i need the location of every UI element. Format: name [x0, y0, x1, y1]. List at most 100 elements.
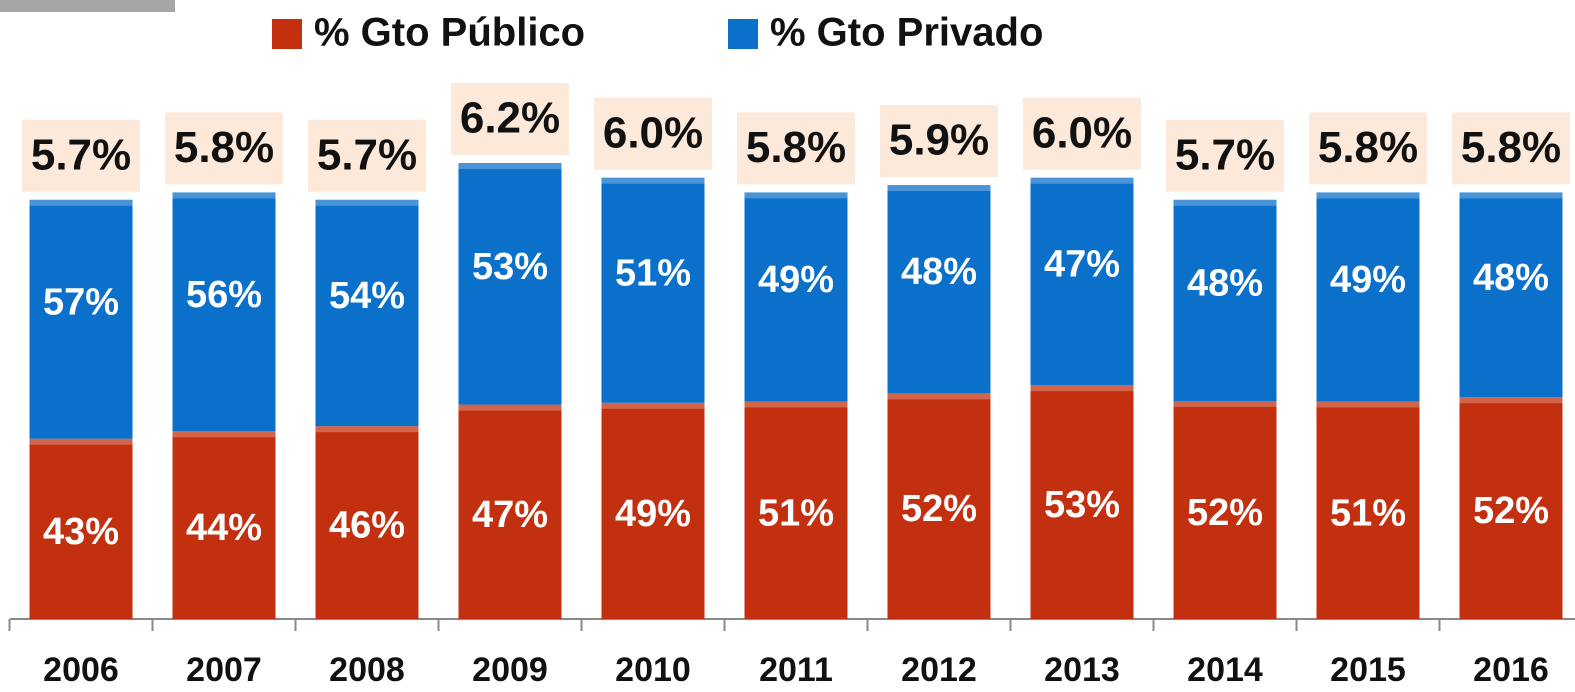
- segment-label: 48%: [901, 251, 977, 293]
- bar-highlight: [601, 177, 705, 184]
- total-label-box: [594, 97, 712, 170]
- bar-highlight: [744, 401, 848, 408]
- bar-segment: [458, 163, 562, 405]
- total-label: 6.2%: [460, 94, 560, 143]
- total-label-box: [1166, 119, 1284, 192]
- segment-label: 51%: [1330, 492, 1406, 534]
- legend-swatch: [272, 19, 302, 49]
- x-tick-label: 2011: [759, 651, 833, 689]
- segment-label: 46%: [329, 505, 405, 547]
- bar-highlight: [1173, 199, 1277, 206]
- segment-label: 49%: [1330, 259, 1406, 301]
- x-tick-label: 2010: [615, 651, 691, 689]
- bar-segment: [315, 426, 419, 619]
- segment-label: 52%: [1473, 490, 1549, 532]
- segment-label: 52%: [901, 488, 977, 530]
- total-label-box: [880, 105, 998, 178]
- bar-segment: [1459, 397, 1563, 619]
- bar-segment: [1459, 192, 1563, 398]
- total-label-box: [165, 112, 283, 185]
- bar-segment: [1316, 401, 1420, 619]
- x-tick-label: 2014: [1187, 651, 1263, 689]
- bar-segment: [458, 404, 562, 619]
- segment-label: 48%: [1187, 262, 1263, 304]
- bar-highlight: [1030, 177, 1134, 184]
- bar-highlight: [172, 431, 276, 438]
- bar-highlight: [1316, 192, 1420, 199]
- bar-highlight: [458, 404, 562, 411]
- bar-segment: [172, 192, 276, 432]
- total-label: 6.0%: [603, 108, 703, 157]
- total-label: 5.8%: [746, 123, 846, 172]
- bar-highlight: [458, 163, 562, 169]
- total-label: 5.7%: [1175, 130, 1275, 179]
- x-tick-label: 2008: [329, 651, 405, 689]
- bar-segment: [601, 177, 705, 403]
- legend-swatch: [728, 19, 758, 49]
- bar-highlight: [1459, 192, 1563, 199]
- x-tick-label: 2015: [1330, 651, 1406, 689]
- segment-label: 51%: [758, 492, 834, 534]
- bar-segment: [1030, 385, 1134, 619]
- total-label: 5.8%: [1318, 123, 1418, 172]
- segment-label: 49%: [758, 259, 834, 301]
- total-label: 5.8%: [174, 123, 274, 172]
- legend-label: % Gto Privado: [770, 11, 1043, 55]
- bar-highlight: [29, 438, 133, 445]
- segment-label: 47%: [1044, 243, 1120, 285]
- x-tick-label: 2009: [472, 651, 548, 689]
- bar-segment: [1173, 401, 1277, 619]
- segment-label: 57%: [43, 281, 119, 323]
- x-tick-label: 2013: [1044, 651, 1120, 689]
- x-tick-label: 2012: [901, 651, 977, 689]
- bar-highlight: [315, 199, 419, 206]
- segment-label: 51%: [615, 252, 691, 294]
- segment-label: 53%: [1044, 484, 1120, 526]
- bar-segment: [1316, 192, 1420, 402]
- bar-highlight: [887, 393, 991, 400]
- bar-highlight: [29, 199, 133, 206]
- segment-label: 43%: [43, 511, 119, 553]
- segment-label: 48%: [1473, 257, 1549, 299]
- bar-highlight: [744, 192, 848, 199]
- x-tick-label: 2007: [186, 651, 262, 689]
- bar-highlight: [315, 426, 419, 433]
- total-label-box: [22, 119, 140, 192]
- segment-label: 49%: [615, 493, 691, 535]
- segment-label: 53%: [472, 246, 548, 288]
- bar-segment: [887, 185, 991, 394]
- decoration: [0, 0, 175, 12]
- bar-highlight: [601, 402, 705, 409]
- segment-label: 54%: [329, 275, 405, 317]
- bar-segment: [744, 401, 848, 619]
- total-label-box: [1023, 97, 1141, 170]
- legend-label: % Gto Público: [314, 11, 585, 55]
- segment-label: 52%: [1187, 492, 1263, 534]
- x-tick-label: 2006: [43, 651, 119, 689]
- segment-label: 56%: [186, 274, 262, 316]
- total-label: 5.9%: [889, 116, 989, 165]
- bar-segment: [29, 438, 133, 619]
- bar-highlight: [1316, 401, 1420, 408]
- bar-segment: [1030, 177, 1134, 386]
- total-label-box: [308, 119, 426, 192]
- segment-label: 47%: [472, 494, 548, 536]
- bar-segment: [744, 192, 848, 402]
- bar-highlight: [1459, 397, 1563, 404]
- bar-segment: [315, 199, 419, 427]
- segment-label: 44%: [186, 507, 262, 549]
- bar-highlight: [887, 185, 991, 192]
- total-label: 5.8%: [1461, 123, 1561, 172]
- bar-highlight: [172, 192, 276, 199]
- total-label-box: [1309, 112, 1427, 185]
- bar-highlight: [1030, 385, 1134, 392]
- total-label: 5.7%: [317, 130, 417, 179]
- bar-highlight: [1173, 401, 1277, 408]
- x-tick-label: 2016: [1473, 651, 1549, 689]
- bar-segment: [172, 431, 276, 619]
- total-label: 6.0%: [1032, 108, 1132, 157]
- total-label-box: [737, 112, 855, 185]
- bar-segment: [887, 393, 991, 619]
- bar-segment: [601, 402, 705, 619]
